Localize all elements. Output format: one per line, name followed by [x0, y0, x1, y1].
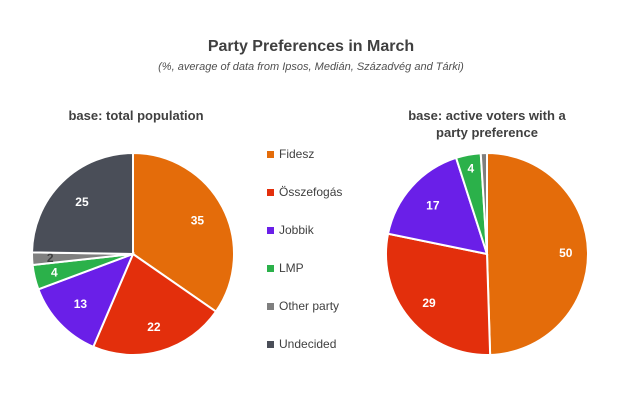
legend-label: Undecided [279, 337, 337, 351]
legend-item-lmp: LMP [267, 260, 397, 298]
legend-item--sszefog-s: Összefogás [267, 184, 397, 222]
legend-item-other-party: Other party [267, 298, 397, 336]
legend-label: Jobbik [279, 223, 314, 237]
legend-item-fidesz: Fidesz [267, 146, 397, 184]
pie2-data-label: 29 [422, 296, 436, 310]
pie1-data-label: 4 [51, 266, 58, 280]
legend-swatch [267, 265, 274, 272]
pie1-slice-undecided [30, 151, 134, 256]
pie2-slice-fidesz [486, 151, 589, 356]
pie2-slice--sszefog-s [385, 232, 492, 356]
legend-swatch [267, 303, 274, 310]
pie-title-active-voters: base: active voters with a party prefere… [408, 108, 566, 140]
pie-title-total-population: base: total population [68, 108, 204, 123]
pie2-data-label: 17 [426, 198, 440, 212]
pie1-data-label: 2 [47, 251, 54, 265]
legend-item-undecided: Undecided [267, 336, 397, 374]
pie1-slice-fidesz [132, 151, 235, 313]
pie2-slice-jobbik [386, 156, 489, 256]
pie1-data-label: 13 [74, 297, 88, 311]
legend-item-jobbik: Jobbik [267, 222, 397, 260]
pie1-data-label: 35 [191, 213, 205, 227]
pie2-slice-other-party [479, 151, 488, 255]
legend: Fidesz Összefogás Jobbik LMP Other party Unde… [267, 146, 397, 374]
legend-label: Fidesz [279, 147, 315, 161]
pie2-data-label: 4 [468, 162, 475, 176]
legend-label: Other party [279, 299, 340, 313]
pie1-data-label: 25 [75, 195, 89, 209]
chart-subtitle: (%, average of data from Ipsos, Medián, … [158, 61, 464, 73]
legend-label: LMP [279, 261, 304, 275]
legend-label: Összefogás [279, 185, 343, 199]
chart-title: Party Preferences in March [207, 38, 415, 55]
legend-swatch [267, 227, 274, 234]
legend-swatch [267, 151, 274, 158]
pie1-data-label: 22 [147, 320, 161, 334]
pie1-slice-jobbik [37, 252, 135, 349]
legend-swatch [267, 341, 274, 348]
legend-swatch [267, 189, 274, 196]
pie1-slice--sszefog-s [91, 252, 218, 356]
pie2-data-label: 50 [559, 246, 573, 260]
